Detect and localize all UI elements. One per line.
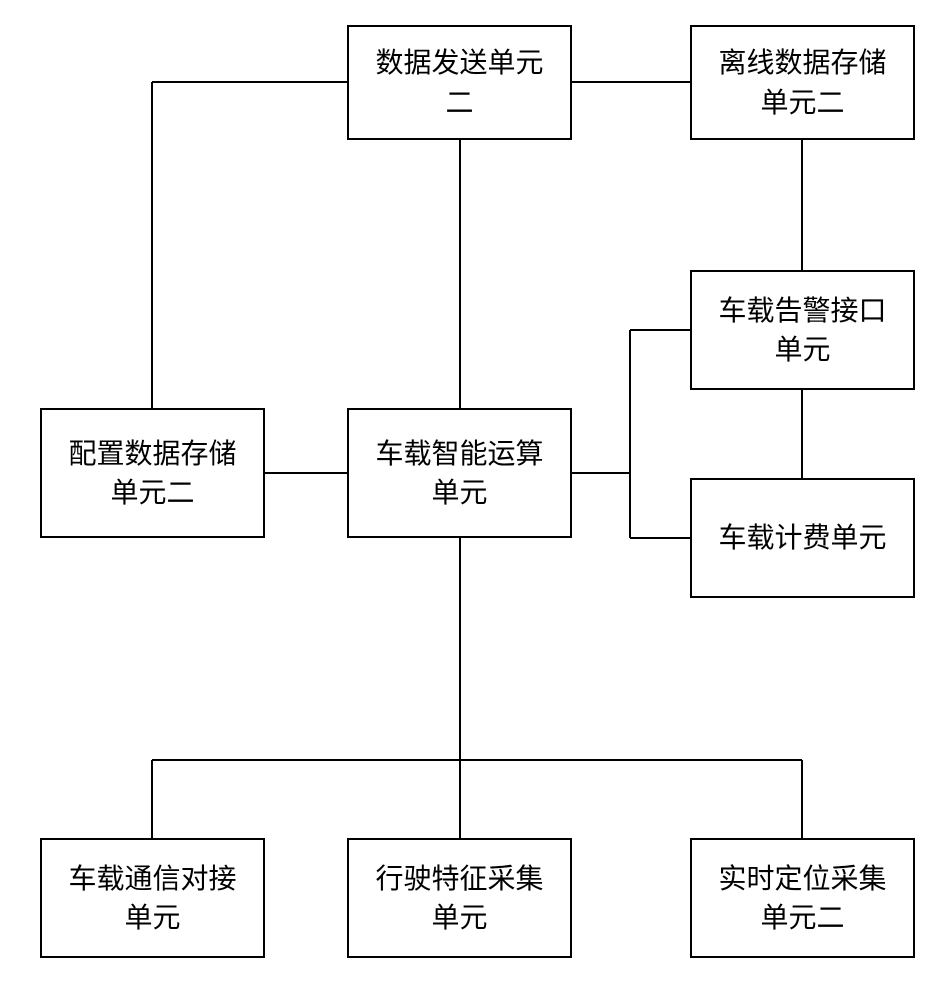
node-label: 数据发送单元二 [375,43,543,121]
node-rt-pos-2: 实时定位采集单元二 [690,838,915,958]
node-smart-compute: 车载智能运算单元 [347,408,572,538]
node-label: 实时定位采集单元二 [718,859,886,937]
node-drive-feature: 行驶特征采集单元 [347,838,572,958]
node-label: 离线数据存储单元二 [718,43,886,121]
node-comm-dock: 车载通信对接单元 [40,838,265,958]
node-label: 车载告警接口单元 [718,291,886,369]
node-label: 车载通信对接单元 [68,859,236,937]
node-alarm-iface: 车载告警接口单元 [690,270,915,390]
node-config-store-2: 配置数据存储单元二 [40,408,265,538]
node-data-send-2: 数据发送单元二 [347,25,572,140]
node-label: 车载智能运算单元 [375,434,543,512]
node-billing: 车载计费单元 [690,478,915,598]
node-label: 车载计费单元 [718,518,886,557]
node-label: 行驶特征采集单元 [375,859,543,937]
node-offline-store-2: 离线数据存储单元二 [690,25,915,140]
node-label: 配置数据存储单元二 [68,434,236,512]
